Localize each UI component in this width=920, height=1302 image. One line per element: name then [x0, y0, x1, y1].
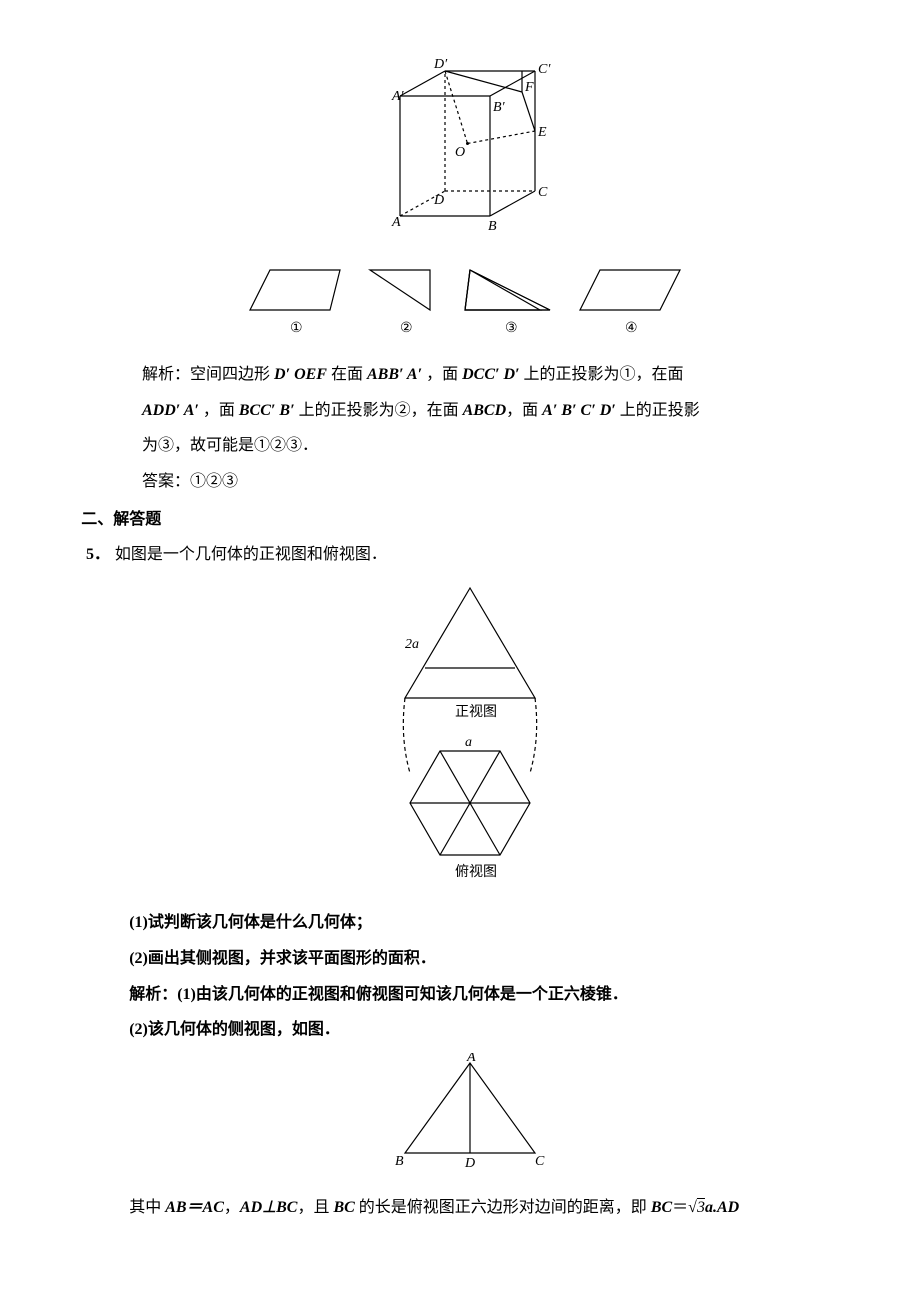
label-a: a [465, 735, 472, 750]
txt-proj3tail: 上的正投影 [616, 402, 700, 419]
txt-proj2: 上的正投影为②，在面 [295, 402, 463, 419]
mid-txt: 的长是俯视图正六边形对边间的距离，即 [355, 1199, 651, 1216]
var-ABCD: ABCD [463, 402, 507, 419]
tri-A: A [466, 1053, 476, 1065]
label-D-prime: D′ [433, 57, 448, 72]
var-BC2: BC [651, 1199, 672, 1216]
analysis-prefix: 解析：空间四边形 [142, 366, 274, 383]
var-BCCB: BCC′ B′ [239, 402, 295, 419]
front-view-label: 正视图 [455, 704, 497, 720]
q5-sub1: (1)试判断该几何体是什么几何体； [129, 906, 830, 940]
analysis-para-2: ADD′ A′ ，面 BCC′ B′ 上的正投影为②，在面 ABCD，面 A′ … [142, 394, 830, 428]
txt-commaface2: ，面 [199, 402, 239, 419]
option-1-label: ① [290, 321, 303, 336]
var-DOEF: D′ OEF [274, 366, 327, 383]
tail-aAD: a.AD [705, 1199, 739, 1216]
views-figure: 2a a 正视图 俯视图 [110, 578, 830, 901]
var-BC: BC [333, 1199, 354, 1216]
var-ApBpCpDp: A′ B′ C′ D′ [542, 402, 616, 419]
tri-C: C [535, 1154, 545, 1169]
label-A: A [391, 215, 401, 230]
answer-line: 答案：①②③ [142, 465, 830, 499]
q5-number: 5． [86, 546, 110, 563]
final-line: 其中 AB＝AC，AD⊥BC，且 BC 的长是俯视图正六边形对边间的距离，即 B… [110, 1191, 830, 1225]
label-B-prime: B′ [493, 100, 506, 115]
var-ABBA: ABB′ A′ [367, 366, 422, 383]
txt-proj1: 上的正投影为①，在面 [520, 366, 684, 383]
txt-commaface1: ，面 [422, 366, 462, 383]
label-F: F [524, 80, 534, 95]
label-C: C [538, 185, 548, 200]
tri-D: D [464, 1156, 475, 1171]
label-C-prime: C′ [538, 62, 551, 77]
sep2: ，且 [297, 1199, 333, 1216]
option-2-label: ② [400, 321, 413, 336]
txt-onface1: 在面 [327, 366, 367, 383]
section-2-heading: 二、解答题 [81, 503, 830, 537]
label-A-prime: A′ [391, 89, 405, 104]
eq-sign: ＝ [672, 1199, 688, 1216]
sqrt-radicand: 3 [697, 1199, 705, 1216]
option-4-label: ④ [625, 321, 638, 336]
q5-text: 如图是一个几何体的正视图和俯视图． [115, 546, 387, 563]
final-prefix: 其中 [129, 1199, 165, 1216]
txt-commaface3: ，面 [506, 402, 542, 419]
label-D: D [433, 193, 444, 208]
top-view-label: 俯视图 [455, 864, 497, 880]
label-2a: 2a [405, 637, 419, 652]
q5-solution-1: 解析：(1)由该几何体的正视图和俯视图可知该几何体是一个正六棱锥． [129, 978, 830, 1012]
sep1: ， [224, 1199, 240, 1216]
sqrt-3a: √3 [688, 1199, 705, 1216]
q5-stem: 5． 如图是一个几何体的正视图和俯视图． [86, 538, 830, 572]
q5-sub2: (2)画出其侧视图，并求该平面图形的面积． [129, 942, 830, 976]
option-3-label: ③ [505, 321, 518, 336]
q5-solution-2: (2)该几何体的侧视图，如图． [129, 1013, 830, 1047]
q5-sol1-bold: 解析：(1)由该几何体的正视图和俯视图可知该几何体是一个正六棱锥． [129, 986, 628, 1003]
var-ABAC: AB＝AC [165, 1199, 224, 1216]
label-O: O [455, 145, 465, 160]
label-B: B [488, 219, 497, 234]
var-ADBC: AD⊥BC [240, 1199, 298, 1216]
analysis-para: 解析：空间四边形 D′ OEF 在面 ABB′ A′ ，面 DCC′ D′ 上的… [142, 358, 830, 392]
tri-B: B [395, 1154, 404, 1169]
analysis-para-3: 为③，故可能是①②③． [142, 429, 830, 463]
var-DCCD: DCC′ D′ [462, 366, 519, 383]
side-view-figure: A B C D [110, 1053, 830, 1186]
label-E: E [537, 125, 547, 140]
var-ADDA: ADD′ A′ [142, 402, 199, 419]
cube-figure: A′ B′ C′ D′ A B C D E F O [110, 56, 830, 254]
options-row: ① ② ③ ④ [110, 260, 830, 353]
